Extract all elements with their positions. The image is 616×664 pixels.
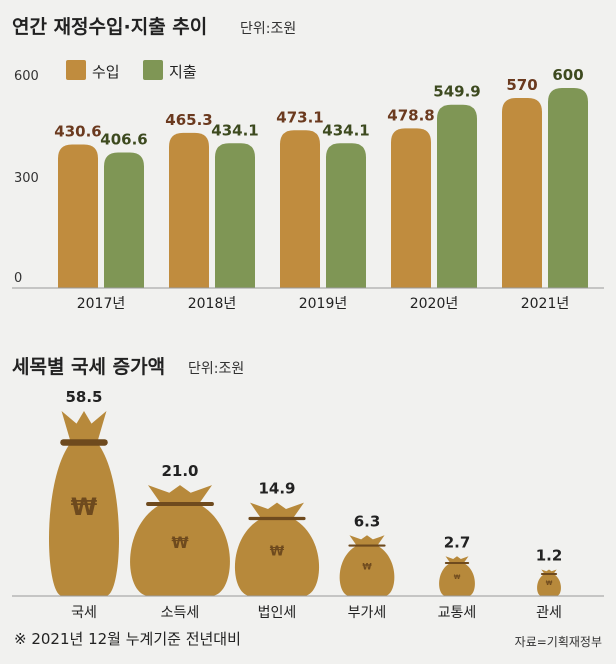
- bar-revenue-4: [502, 98, 542, 288]
- bag-body-1: [130, 504, 230, 596]
- bag-value-label-0: 58.5: [65, 388, 102, 406]
- value-label-expense-4: 600: [552, 66, 583, 84]
- bag-value-label-5: 1.2: [536, 547, 563, 565]
- chart1-title: 연간 재정수입·지출 추이: [12, 16, 207, 38]
- tax-increase-chart: 세목별 국세 증가액 단위:조원 ₩58.5 ₩21.0 ₩14.9 ₩6.3 ₩2.7…: [12, 356, 604, 621]
- won-icon-3: ₩: [362, 563, 372, 573]
- won-icon-4: ₩: [454, 574, 461, 581]
- value-label-revenue-0: 430.6: [54, 122, 101, 140]
- bag-body-0: [48, 442, 120, 596]
- x-label-2: 2019년: [299, 296, 348, 312]
- won-icon-0: ₩: [71, 493, 98, 521]
- legend-swatch-revenue: [66, 60, 86, 80]
- bar-expense-2: [326, 143, 366, 288]
- money-bag-1: ₩: [130, 485, 230, 596]
- tax-label-4: 교통세: [438, 605, 477, 621]
- bar-expense-0: [104, 152, 144, 288]
- bar-expense-4: [548, 88, 588, 288]
- money-bag-2: ₩: [234, 502, 320, 596]
- bar-revenue-2: [280, 130, 320, 288]
- bag-band-3: [348, 544, 386, 547]
- bag-body-3: [339, 545, 395, 596]
- legend-label-revenue: 수입: [92, 63, 120, 81]
- bag-frill-4: [445, 556, 469, 564]
- bar-revenue-3: [391, 128, 431, 288]
- bag-frill-3: [349, 535, 385, 546]
- chart1-bars: 430.6406.6465.3434.1473.1434.1478.8549.9…: [54, 66, 588, 288]
- bag-band-5: [540, 573, 558, 576]
- ytick-300: 300: [14, 171, 39, 186]
- value-label-revenue-1: 465.3: [165, 111, 212, 129]
- chart1-x-labels: 2017년 2018년 2019년 2020년 2021년: [77, 296, 570, 312]
- value-label-expense-1: 434.1: [211, 121, 258, 139]
- tax-label-5: 관세: [536, 605, 562, 621]
- won-icon-1: ₩: [171, 534, 188, 552]
- value-label-revenue-4: 570: [506, 76, 537, 94]
- won-icon-2: ₩: [270, 544, 285, 559]
- chart2-bags: ₩58.5 ₩21.0 ₩14.9 ₩6.3 ₩2.7 ₩1.2: [48, 388, 563, 596]
- won-icon-5: ₩: [546, 580, 553, 587]
- bag-band-0: [60, 439, 108, 446]
- bag-value-label-4: 2.7: [444, 533, 471, 551]
- money-bag-0: ₩: [48, 411, 120, 596]
- bag-body-2: [234, 518, 320, 596]
- bag-body-5: [537, 574, 561, 596]
- x-label-3: 2020년: [410, 296, 459, 312]
- chart2-x-labels: 국세 소득세 법인세 부가세 교통세 관세: [71, 605, 562, 621]
- tax-label-0: 국세: [71, 605, 97, 621]
- tax-label-2: 법인세: [258, 605, 297, 621]
- bag-value-label-1: 21.0: [161, 462, 198, 480]
- revenue-expense-chart: 연간 재정수입·지출 추이 단위:조원 수입 지출 600 300 0 430.…: [12, 16, 604, 312]
- bag-frill-5: [541, 569, 557, 575]
- bag-body-4: [439, 563, 475, 596]
- bag-value-label-2: 14.9: [258, 480, 295, 498]
- value-label-expense-3: 549.9: [433, 83, 480, 101]
- value-label-revenue-3: 478.8: [387, 106, 434, 124]
- chart1-unit: 단위:조원: [240, 21, 296, 37]
- bag-value-label-3: 6.3: [354, 512, 381, 530]
- ytick-0: 0: [14, 271, 22, 286]
- ytick-600: 600: [14, 69, 39, 84]
- legend-swatch-expense: [143, 60, 163, 80]
- bar-revenue-0: [58, 144, 98, 288]
- value-label-expense-0: 406.6: [100, 130, 147, 148]
- footnote: ※ 2021년 12월 누계기준 전년대비: [14, 630, 241, 648]
- legend-label-expense: 지출: [169, 63, 197, 81]
- value-label-expense-2: 434.1: [322, 121, 369, 139]
- chart2-title: 세목별 국세 증가액: [12, 356, 165, 378]
- source-credit: 자료=기획재정부: [514, 635, 602, 649]
- bag-frill-1: [147, 485, 213, 505]
- bag-frill-2: [250, 502, 304, 519]
- chart2-unit: 단위:조원: [188, 361, 244, 377]
- x-label-4: 2021년: [521, 296, 570, 312]
- bag-band-1: [146, 502, 214, 506]
- money-bag-3: ₩: [339, 535, 395, 596]
- bar-expense-3: [437, 104, 477, 288]
- money-bag-4: ₩: [439, 556, 475, 596]
- bar-revenue-1: [169, 132, 209, 288]
- money-bag-5: ₩: [537, 569, 561, 596]
- x-label-0: 2017년: [77, 296, 126, 312]
- bar-expense-1: [215, 143, 255, 288]
- bag-band-4: [444, 562, 470, 565]
- bag-frill-0: [61, 411, 107, 443]
- tax-label-1: 소득세: [161, 605, 200, 621]
- tax-label-3: 부가세: [348, 605, 387, 621]
- value-label-revenue-2: 473.1: [276, 108, 323, 126]
- bag-band-2: [248, 516, 306, 521]
- x-label-1: 2018년: [188, 296, 237, 312]
